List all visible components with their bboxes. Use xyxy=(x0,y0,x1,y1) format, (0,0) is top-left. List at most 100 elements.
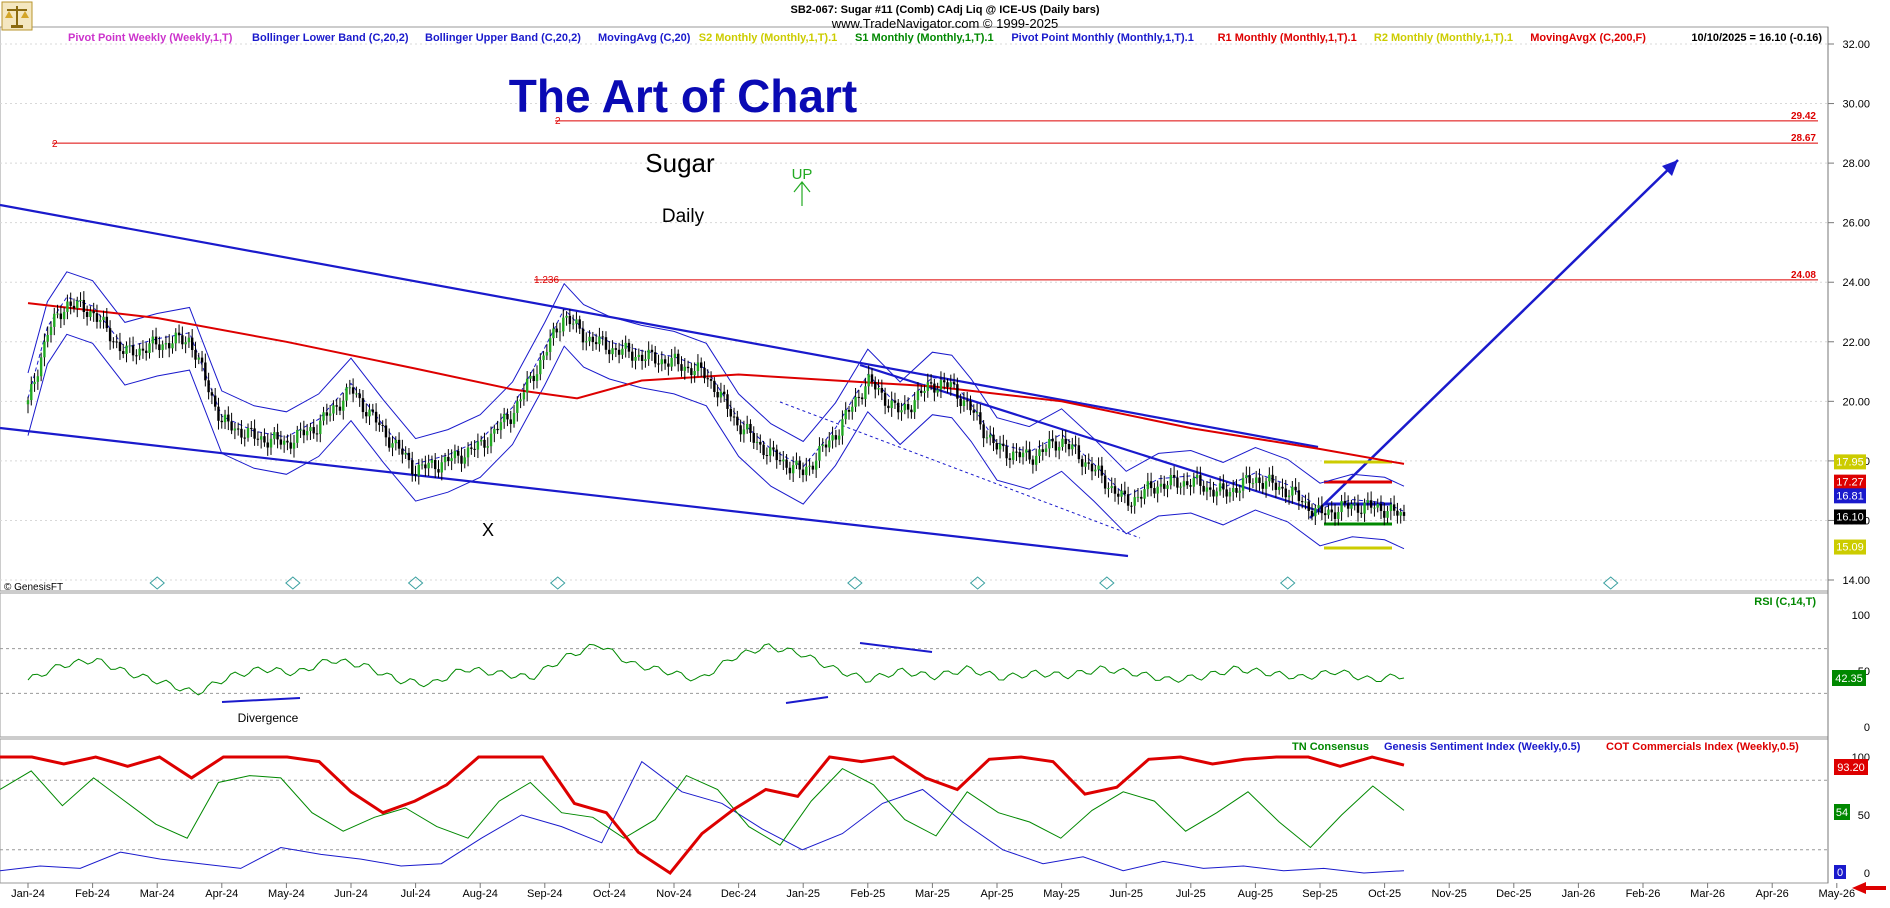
resistance-line[interactable] xyxy=(859,363,1323,514)
price-candle-body xyxy=(939,380,943,390)
price-candle-body xyxy=(273,432,276,439)
price-candle-body xyxy=(634,357,637,361)
price-candle-body xyxy=(1238,490,1241,493)
upper-channel-line[interactable] xyxy=(0,203,1319,449)
genesis-copyright: © GenesisFT xyxy=(4,582,63,593)
price-candle-body xyxy=(319,420,322,435)
price-candle-body xyxy=(1271,474,1274,483)
price-candle-body xyxy=(79,299,82,301)
price-candle-body xyxy=(1241,478,1245,491)
price-candle-body xyxy=(138,348,141,356)
price-candle-body xyxy=(388,437,391,448)
price-candle-body xyxy=(1153,488,1156,494)
price-candle-body xyxy=(36,376,40,382)
price-candle-body xyxy=(621,348,624,355)
price-candle-body xyxy=(1133,497,1136,506)
price-candle-body xyxy=(453,450,457,459)
sentiment-panel xyxy=(0,738,1829,884)
price-candle-body xyxy=(470,447,473,449)
price-candle-body xyxy=(604,337,608,350)
rsi-path xyxy=(27,643,1405,696)
y-tick-label: 20.00 xyxy=(1842,396,1870,408)
x-tick-label: May-24 xyxy=(268,888,305,900)
price-candle-body xyxy=(1300,501,1304,503)
x-tick-label: Apr-25 xyxy=(980,888,1013,900)
price-candle-body xyxy=(903,404,907,411)
price-candle-body xyxy=(765,455,769,457)
price-candle-body xyxy=(552,328,555,339)
price-candle-body xyxy=(1169,475,1173,486)
x-tick-label: Aug-25 xyxy=(1238,888,1273,900)
price-candle-body xyxy=(256,438,260,440)
price-candle-body xyxy=(631,351,634,361)
x-tick-label: Apr-26 xyxy=(1756,888,1789,900)
price-candle-body xyxy=(657,363,660,365)
price-candle-body xyxy=(460,455,463,464)
price-candle-body xyxy=(59,313,63,320)
price-candle-body xyxy=(1225,489,1228,497)
price-candle-body xyxy=(1323,513,1327,516)
x-tick-label: Aug-24 xyxy=(462,888,497,900)
bollinger-upper-band xyxy=(27,271,1405,487)
price-candle-body xyxy=(535,374,539,382)
price-candle-body xyxy=(434,459,437,470)
price-candle-body xyxy=(982,424,985,439)
event-marker-icon xyxy=(285,576,301,590)
price-candle-body xyxy=(332,405,335,414)
price-panel xyxy=(0,26,1829,592)
rsi-value: 42.35 xyxy=(1835,673,1863,685)
price-candle-body xyxy=(565,315,568,318)
value-badge xyxy=(1834,454,1866,470)
price-candle-body xyxy=(660,359,664,365)
art-of-chart-title: The Art of Chart xyxy=(509,70,857,122)
price-candle-body xyxy=(1379,503,1383,511)
chart-header-title: SB2-067: Sugar #11 (Comb) CAdj Liq @ ICE… xyxy=(790,4,1099,16)
price-candle-body xyxy=(736,416,739,426)
lower-channel-line[interactable] xyxy=(0,426,1129,558)
price-candle-body xyxy=(667,363,670,367)
price-candle-body xyxy=(1179,486,1182,488)
price-candle-body xyxy=(358,393,361,399)
sentiment-tick-label: 0 xyxy=(1864,868,1870,880)
up-label: UP xyxy=(792,166,813,183)
cot-value-badge xyxy=(1834,759,1868,775)
daily-label: Daily xyxy=(662,206,705,227)
price-candle-body xyxy=(545,352,549,356)
fib-level-label: 28.67 xyxy=(1791,133,1816,144)
scroll-left-arrow-icon[interactable] xyxy=(1852,882,1886,894)
price-candle-body xyxy=(174,332,177,344)
y-tick-label: 32.00 xyxy=(1842,39,1870,51)
x-tick-label: Jul-24 xyxy=(401,888,431,900)
price-candle-body xyxy=(1166,485,1169,489)
price-candle-body xyxy=(1281,486,1284,489)
price-candle-body xyxy=(532,375,535,382)
price-candle-body xyxy=(407,452,411,461)
price-candle-body xyxy=(204,362,207,381)
price-candle-body xyxy=(476,441,480,450)
bollinger-lower-band xyxy=(27,333,1405,550)
price-candle-body xyxy=(335,405,338,407)
price-candle-body xyxy=(568,315,572,325)
price-candle-body xyxy=(949,382,952,387)
dashed-support-line[interactable] xyxy=(779,401,1141,539)
price-candle-body xyxy=(266,442,269,448)
price-candle-body xyxy=(1140,496,1143,499)
up-arrow-icon xyxy=(793,181,811,206)
price-candle-body xyxy=(929,382,933,384)
price-candle-body xyxy=(998,443,1002,450)
price-candle-body xyxy=(509,419,512,424)
price-candle-body xyxy=(913,400,916,413)
price-candle-body xyxy=(608,349,611,355)
price-candle-body xyxy=(1264,481,1268,489)
price-candle-body xyxy=(920,390,923,393)
price-candle-body xyxy=(1090,463,1094,472)
value-badge xyxy=(1834,509,1866,525)
price-candle-body xyxy=(772,447,775,450)
price-candle-body xyxy=(1064,438,1067,444)
price-candle-body xyxy=(46,334,49,342)
price-candle-body xyxy=(995,443,998,450)
price-candle-body xyxy=(384,425,388,438)
price-candle-body xyxy=(72,305,76,309)
price-candle-body xyxy=(450,458,453,462)
